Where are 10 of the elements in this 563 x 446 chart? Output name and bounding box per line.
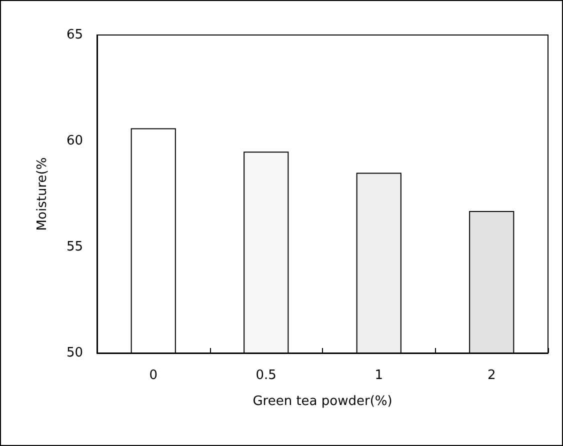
y-tick-label: 65 <box>66 28 83 42</box>
y-tick-label: 60 <box>66 134 83 148</box>
y-axis-title: Moisture(% <box>35 157 50 231</box>
x-tick-label: 0 <box>149 368 158 383</box>
x-tick-label: 0.5 <box>256 368 276 383</box>
y-tick-label: 50 <box>66 346 83 360</box>
x-tick-label: 2 <box>487 368 496 383</box>
x-axis-title: Green tea powder(%) <box>252 394 392 409</box>
y-tick-label: 55 <box>66 240 83 254</box>
x-tick-label: 1 <box>374 368 384 383</box>
